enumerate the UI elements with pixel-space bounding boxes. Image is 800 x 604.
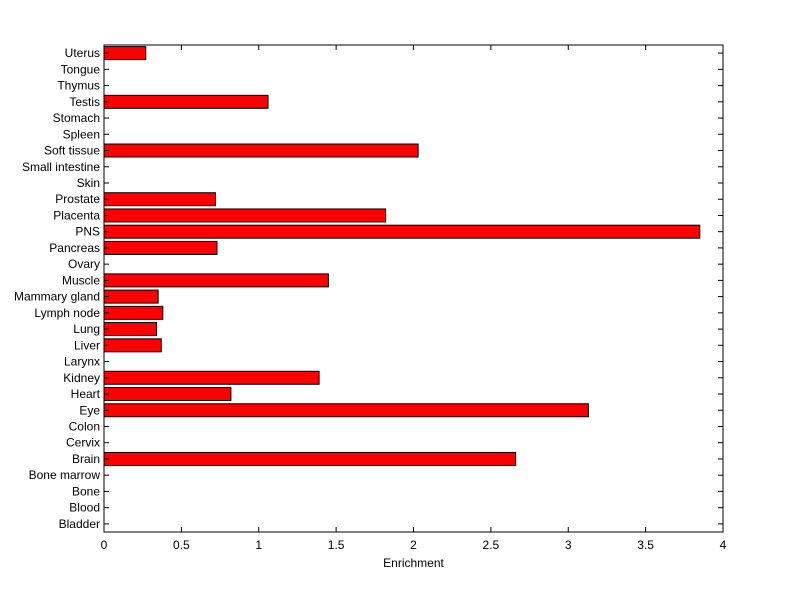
y-tick-label: Stomach — [53, 111, 100, 125]
y-tick-label: Soft tissue — [44, 144, 100, 158]
y-tick-label: Brain — [72, 452, 100, 466]
x-axis-label: Enrichment — [383, 556, 444, 570]
y-tick-label: Larynx — [64, 355, 100, 369]
x-tick-label: 3.5 — [637, 538, 654, 552]
y-tick-label: Heart — [71, 387, 101, 401]
bar-soft-tissue — [103, 143, 419, 158]
y-tick-label: Muscle — [62, 273, 100, 287]
y-tick-label: Bladder — [59, 517, 100, 531]
bar-muscle — [103, 273, 329, 288]
bar-prostate — [103, 192, 216, 207]
y-tick-label: Blood — [69, 501, 100, 515]
y-tick-label: Colon — [69, 419, 100, 433]
bar-brain — [103, 451, 517, 466]
y-tick-label: Pancreas — [49, 241, 100, 255]
y-tick-label: Bone marrow — [29, 468, 101, 482]
y-tick-label: Cervix — [66, 436, 100, 450]
bar-heart — [103, 387, 232, 402]
y-tick-label: Bone — [72, 484, 100, 498]
y-tick-label: Prostate — [55, 192, 100, 206]
x-tick-label: 3 — [565, 538, 572, 552]
y-tick-label: Eye — [79, 403, 100, 417]
bar-liver — [103, 338, 162, 353]
x-tick-label: 2 — [410, 538, 417, 552]
y-tick-label: Mammary gland — [14, 290, 100, 304]
y-tick-label: Placenta — [53, 208, 100, 222]
x-tick-label: 1.5 — [328, 538, 345, 552]
bar-pancreas — [103, 240, 218, 255]
x-tick-label: 2.5 — [483, 538, 500, 552]
y-tick-label: Lung — [73, 322, 100, 336]
y-tick-label: Thymus — [57, 79, 100, 93]
y-tick-label: Testis — [69, 95, 100, 109]
bar-uterus — [103, 46, 147, 61]
y-tick-label: Kidney — [63, 371, 100, 385]
x-tick-label: 0.5 — [173, 538, 190, 552]
x-tick-label: 4 — [720, 538, 727, 552]
bar-mammary-gland — [103, 289, 159, 304]
y-tick-label: Uterus — [65, 46, 100, 60]
y-tick-label: Spleen — [63, 127, 100, 141]
x-tick-label: 1 — [255, 538, 262, 552]
plot-area-frame — [103, 44, 724, 533]
y-tick-label: Small intestine — [22, 160, 100, 174]
x-tick-label: 0 — [101, 538, 108, 552]
y-tick-label: PNS — [75, 225, 100, 239]
y-tick-label: Ovary — [68, 257, 100, 271]
bar-lymph-node — [103, 305, 164, 320]
bar-placenta — [103, 208, 387, 223]
bar-eye — [103, 403, 589, 418]
bar-testis — [103, 94, 269, 109]
y-tick-label: Skin — [77, 176, 100, 190]
bar-kidney — [103, 370, 320, 385]
y-tick-label: Tongue — [61, 62, 101, 76]
bar-pns — [103, 224, 701, 239]
y-tick-label: Lymph node — [34, 306, 100, 320]
bar-lung — [103, 322, 158, 337]
y-tick-label: Liver — [74, 338, 100, 352]
